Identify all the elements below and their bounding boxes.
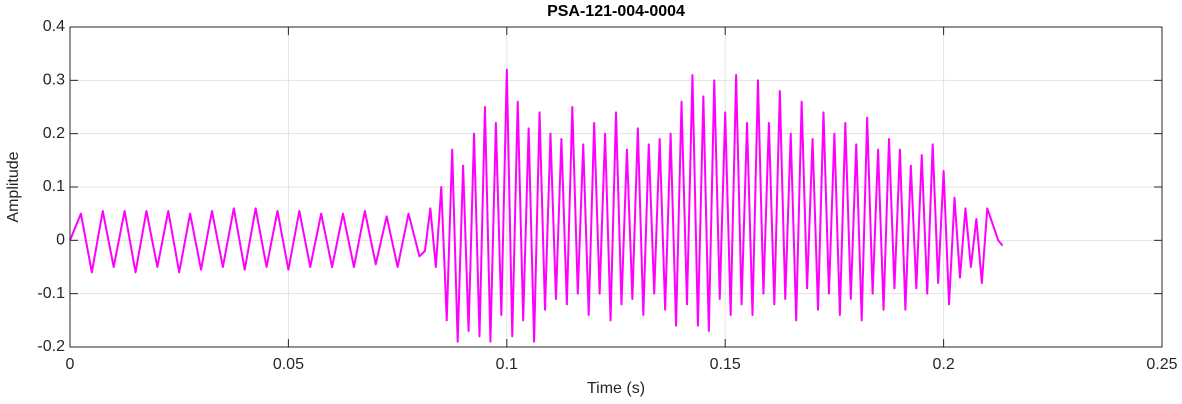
y-axis-label: Amplitude bbox=[5, 151, 22, 222]
y-tick-label: 0.1 bbox=[43, 178, 65, 195]
signal-line bbox=[69, 68, 1004, 343]
chart-title: PSA-121-004-0004 bbox=[547, 3, 685, 20]
y-tick-label: 0.3 bbox=[43, 72, 65, 89]
x-tick-label: 0.15 bbox=[710, 356, 741, 373]
x-tick-label: 0 bbox=[66, 356, 75, 373]
y-tick-label: 0 bbox=[56, 232, 65, 249]
axes-box bbox=[69, 26, 1163, 348]
y-tick-label: -0.2 bbox=[37, 338, 65, 355]
x-tick-label: 0.2 bbox=[932, 356, 954, 373]
x-axis-label: Time (s) bbox=[587, 380, 645, 397]
x-tick-label: 0.25 bbox=[1146, 356, 1177, 373]
y-tick-label: 0.2 bbox=[43, 125, 65, 142]
x-tick-label: 0.1 bbox=[496, 356, 518, 373]
y-tick-label: -0.1 bbox=[37, 285, 65, 302]
y-tick-label: 0.4 bbox=[43, 18, 65, 35]
x-tick-label: 0.05 bbox=[273, 356, 304, 373]
